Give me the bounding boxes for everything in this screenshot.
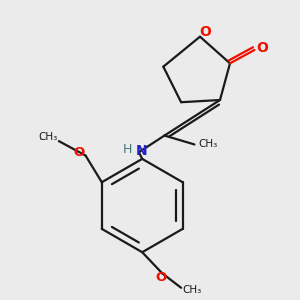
Text: O: O [200, 25, 211, 39]
Text: methoxy: methoxy [40, 138, 46, 140]
Text: O: O [155, 271, 167, 284]
Text: H: H [123, 143, 133, 157]
Text: CH₃: CH₃ [38, 132, 57, 142]
Text: O: O [73, 146, 85, 159]
Text: CH₃: CH₃ [183, 285, 202, 295]
Text: CH₃: CH₃ [198, 140, 218, 149]
Text: N: N [135, 144, 147, 158]
Text: O: O [256, 41, 268, 55]
